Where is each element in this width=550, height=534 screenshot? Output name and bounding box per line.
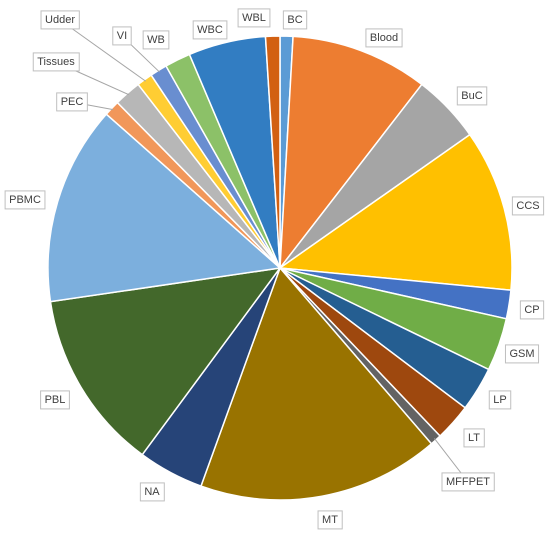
label-box bbox=[317, 510, 343, 530]
slice-label: LP bbox=[493, 394, 506, 406]
slice-label: BuC bbox=[461, 90, 482, 102]
slice-label: BC bbox=[287, 14, 302, 26]
leader-line bbox=[59, 19, 147, 82]
label-box bbox=[40, 390, 70, 410]
label-box bbox=[32, 52, 80, 72]
label-box bbox=[456, 86, 488, 106]
slice-label: GSM bbox=[509, 348, 534, 360]
slice-label: LT bbox=[468, 432, 480, 444]
label-box bbox=[142, 30, 170, 50]
label-box bbox=[112, 26, 132, 46]
slice-label: MFFPET bbox=[446, 476, 490, 488]
label-box bbox=[192, 20, 228, 40]
pie-slice bbox=[47, 113, 282, 303]
label-box bbox=[463, 428, 485, 448]
slice-label: Tissues bbox=[37, 56, 75, 68]
pie-slice bbox=[279, 35, 423, 271]
label-box bbox=[511, 196, 545, 216]
slice-label: PEC bbox=[61, 96, 84, 108]
label-box bbox=[4, 190, 46, 210]
label-box bbox=[441, 472, 495, 492]
slice-label: WB bbox=[147, 34, 165, 46]
label-box bbox=[282, 10, 308, 30]
slice-label: WBL bbox=[242, 12, 266, 24]
pie-slice bbox=[277, 133, 513, 291]
slice-label: MT bbox=[322, 514, 338, 526]
label-box bbox=[488, 390, 512, 410]
pie-slice bbox=[49, 266, 282, 456]
label-box bbox=[519, 300, 545, 320]
slice-label: Udder bbox=[45, 14, 75, 26]
label-box bbox=[139, 482, 165, 502]
slice-label: WBC bbox=[197, 24, 223, 36]
slice-label: CCS bbox=[516, 200, 539, 212]
slice-label: NA bbox=[144, 486, 160, 498]
pie-slice bbox=[264, 35, 281, 269]
label-box bbox=[365, 28, 403, 48]
slice-label: CP bbox=[524, 304, 539, 316]
slice-label: PBMC bbox=[9, 194, 41, 206]
slice-label: Blood bbox=[370, 32, 398, 44]
label-box bbox=[237, 8, 271, 28]
label-box bbox=[40, 10, 80, 30]
pie-slice bbox=[199, 266, 433, 501]
slice-label: VI bbox=[117, 30, 127, 42]
label-box bbox=[56, 92, 88, 112]
label-box bbox=[504, 344, 540, 364]
slice-label: PBL bbox=[45, 394, 66, 406]
